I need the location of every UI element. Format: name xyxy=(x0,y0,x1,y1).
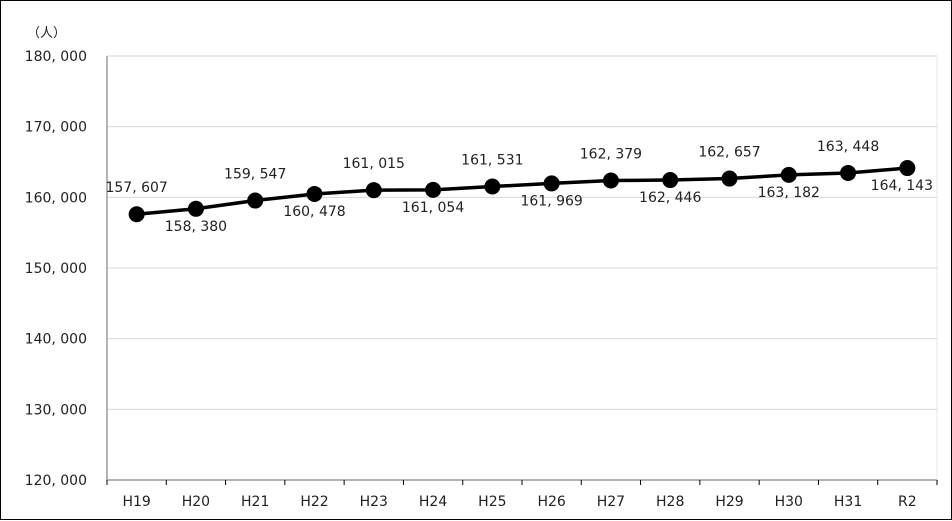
x-tick-label: H25 xyxy=(478,494,506,510)
data-label-h19: 157, 607 xyxy=(105,180,167,196)
y-tick-label: 140, 000 xyxy=(25,332,87,348)
y-tick-label: 150, 000 xyxy=(25,261,87,277)
x-tick-label: H30 xyxy=(775,494,803,510)
x-tick-label: H28 xyxy=(656,494,684,510)
data-label-r2: 164, 143 xyxy=(871,178,933,194)
data-label-h31: 163, 448 xyxy=(817,139,879,155)
x-axis-tick-labels: H19 H20 H21 H22 H23 H24 H25 H26 H27 H28 H29 H30 H31 R… xyxy=(122,494,916,510)
data-label-h21: 159, 547 xyxy=(224,167,286,183)
grid-lines xyxy=(107,55,937,410)
axes xyxy=(106,55,938,485)
data-point-h19 xyxy=(128,206,145,223)
data-label-h20: 158, 380 xyxy=(165,219,227,235)
data-point-h22 xyxy=(306,185,323,202)
data-point-h23 xyxy=(365,182,382,199)
data-label-h27: 162, 379 xyxy=(580,147,642,163)
x-tick-label: H31 xyxy=(834,494,862,510)
data-point-h31 xyxy=(840,164,857,181)
y-tick-label: 180, 000 xyxy=(25,49,87,65)
x-tick-label: H27 xyxy=(597,494,625,510)
data-point-h25 xyxy=(484,178,501,195)
x-tick-label: H26 xyxy=(537,494,565,510)
data-label-h22: 160, 478 xyxy=(283,204,345,220)
x-tick-label: H20 xyxy=(182,494,210,510)
series-line xyxy=(136,166,908,216)
data-point-h29 xyxy=(721,170,738,187)
x-tick-label: H29 xyxy=(715,494,743,510)
data-point-h20 xyxy=(187,200,204,217)
y-tick-label: 130, 000 xyxy=(25,402,87,418)
data-point-h27 xyxy=(602,172,619,189)
data-point-h24 xyxy=(425,181,442,198)
data-label-h23: 161, 015 xyxy=(343,156,405,172)
x-tick-label: H21 xyxy=(241,494,269,510)
x-tick-label: H23 xyxy=(360,494,388,510)
data-label-h24: 161, 054 xyxy=(402,200,464,216)
y-tick-label: 170, 000 xyxy=(25,120,87,136)
data-label-h26: 161, 969 xyxy=(520,193,582,209)
data-label-h25: 161, 531 xyxy=(461,153,523,169)
data-point-h28 xyxy=(662,172,679,189)
data-point-h26 xyxy=(543,175,560,192)
x-tick-label: H22 xyxy=(300,494,328,510)
data-labels: 157, 607 158, 380 159, 547 160, 478 161, 015… xyxy=(105,139,933,235)
data-label-h30: 163, 182 xyxy=(758,185,820,201)
y-axis-tick-labels: 120, 000 130, 000 140, 000 150, 000 160, 000… xyxy=(25,49,87,489)
y-axis-unit-label: （人） xyxy=(27,26,66,41)
data-label-h29: 162, 657 xyxy=(698,145,760,161)
data-point-h30 xyxy=(780,166,797,183)
x-tick-label: H19 xyxy=(122,494,150,510)
x-tick-label: R2 xyxy=(898,494,917,510)
y-tick-label: 120, 000 xyxy=(25,473,87,489)
x-tick-label: H24 xyxy=(419,494,447,510)
y-tick-label: 160, 000 xyxy=(25,190,87,206)
data-label-h28: 162, 446 xyxy=(639,190,701,206)
series-line-population xyxy=(128,160,916,223)
data-point-r2 xyxy=(899,160,916,177)
data-point-h21 xyxy=(247,192,264,209)
